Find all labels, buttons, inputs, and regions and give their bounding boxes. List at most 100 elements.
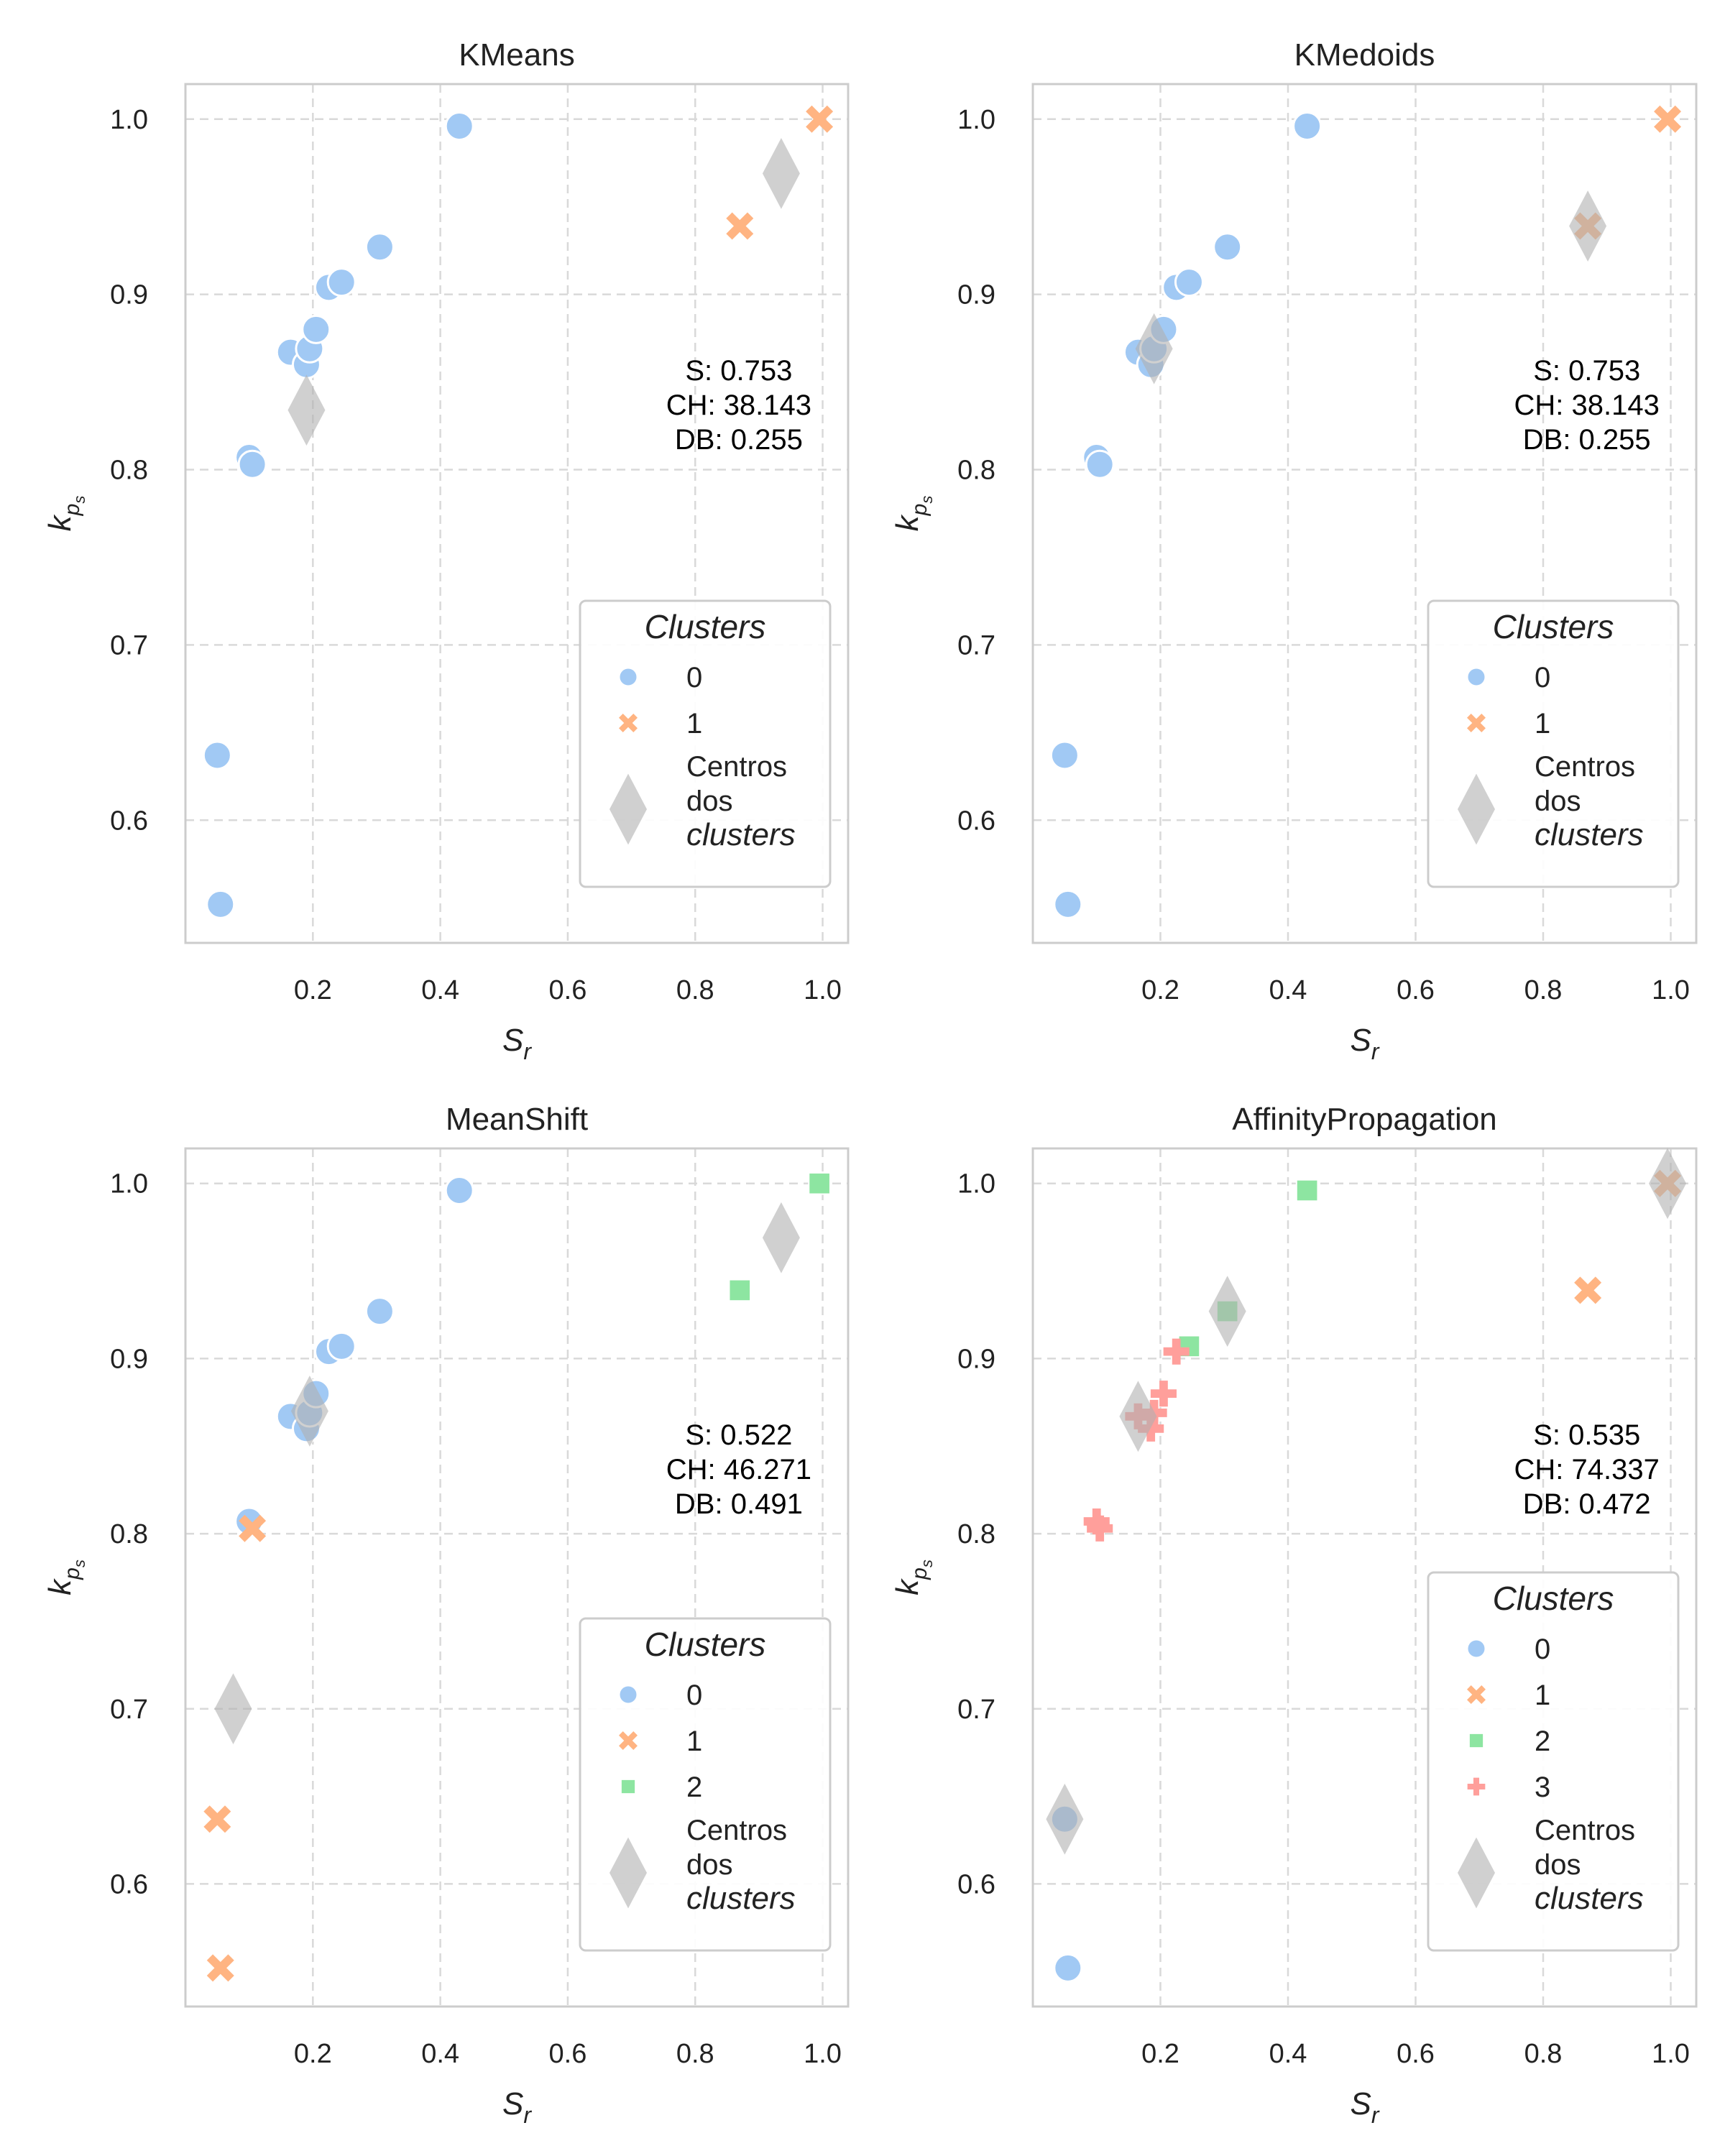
metric-text: S: 0.753 <box>1533 355 1640 387</box>
data-point-cluster-0 <box>1053 1953 1083 1983</box>
legend-label-centers: clusters <box>686 1881 796 1916</box>
data-point-cluster-1 <box>203 1805 231 1833</box>
plot-frame <box>1031 1147 1698 2008</box>
legend-marker-centers <box>610 1837 647 1909</box>
x-tick-label: 0.2 <box>294 975 332 1005</box>
x-tick-label: 0.8 <box>1524 975 1563 1005</box>
data-point-cluster-1 <box>1574 1276 1602 1304</box>
legend-label: 0 <box>686 662 702 694</box>
legend-label-centers: dos <box>686 786 733 817</box>
panel-title: MeanShift <box>446 1102 588 1137</box>
data-point-cluster-3 <box>1087 1515 1113 1542</box>
x-tick-label: 0.2 <box>294 2039 332 2069</box>
x-tick-label: 0.6 <box>1397 975 1435 1005</box>
legend-marker-centers <box>1458 1837 1495 1909</box>
legend-label-centers: dos <box>686 1849 733 1881</box>
legend-marker-1 <box>1467 714 1486 732</box>
x-axis-label: Sr <box>1350 2086 1379 2128</box>
x-axis-label: Sr <box>502 1023 532 1064</box>
legend-label: 0 <box>1535 1634 1550 1665</box>
y-tick-label: 0.9 <box>110 1344 148 1374</box>
data-point-cluster-0 <box>1053 889 1083 919</box>
legend-marker-centers <box>610 773 647 845</box>
x-tick-label: 0.2 <box>1141 2039 1179 2069</box>
data-point-cluster-2 <box>1295 1179 1319 1202</box>
legend-label: 1 <box>686 708 702 740</box>
legend-marker-1 <box>619 714 638 732</box>
x-tick-label: 0.8 <box>1524 2039 1563 2069</box>
panel-kmeans: KMeans 0.2 0.4 0.6 0.8 1.0 0.6 0.7 0.8 0.9 1.0 Sr kp… <box>42 37 850 1064</box>
cluster-center <box>1119 1381 1157 1452</box>
legend-label: 2 <box>1535 1726 1550 1757</box>
legend-marker-0 <box>617 1684 639 1705</box>
cluster-center <box>1046 1783 1084 1855</box>
data-point-cluster-0 <box>364 1296 395 1327</box>
data-point-cluster-0 <box>364 232 395 262</box>
x-tick-label: 0.8 <box>676 2039 714 2069</box>
metric-text: DB: 0.491 <box>675 1488 803 1520</box>
legend-marker-2 <box>620 1778 637 1795</box>
legend-label-centers: Centros <box>686 1815 787 1846</box>
cluster-center <box>1135 313 1173 384</box>
metric-text: DB: 0.255 <box>1523 424 1651 456</box>
x-tick-label: 1.0 <box>1652 2039 1690 2069</box>
panel-title: KMeans <box>459 37 574 73</box>
y-tick-label: 0.6 <box>110 806 148 836</box>
data-point-cluster-3 <box>1150 1381 1177 1407</box>
x-axis-label: Sr <box>502 2086 532 2128</box>
data-point-cluster-0 <box>202 740 232 770</box>
y-tick-label: 0.8 <box>110 1519 148 1549</box>
data-point-cluster-2 <box>808 1171 831 1195</box>
data-point-cluster-1 <box>206 1954 234 1982</box>
data-point-cluster-0 <box>444 1175 474 1205</box>
y-tick-label: 1.0 <box>110 1169 148 1199</box>
legend-label-centers: Centros <box>686 751 787 783</box>
cluster-center <box>1649 1148 1687 1220</box>
metric-text: S: 0.753 <box>685 355 792 387</box>
legend-marker-1 <box>619 1731 638 1750</box>
legend-label: 3 <box>1535 1772 1550 1803</box>
y-tick-label: 0.9 <box>957 1344 995 1374</box>
data-point-cluster-0 <box>1049 740 1080 770</box>
x-tick-label: 0.4 <box>421 2039 459 2069</box>
legend-marker-3 <box>1467 1777 1486 1796</box>
plot-frame <box>184 83 850 944</box>
legend-title: Clusters <box>1493 608 1614 645</box>
y-tick-label: 0.9 <box>110 280 148 310</box>
legend-label-centers: clusters <box>686 817 796 852</box>
x-tick-label: 0.6 <box>1397 2039 1435 2069</box>
data-point-cluster-1 <box>806 105 834 133</box>
legend-marker-centers <box>1458 773 1495 845</box>
x-axis-label: Sr <box>1350 1023 1379 1064</box>
y-tick-label: 0.7 <box>957 630 995 660</box>
y-axis-label: kps <box>890 1560 936 1595</box>
data-point-cluster-0 <box>1213 232 1243 262</box>
data-point-cluster-0 <box>1085 449 1115 479</box>
plot-frame <box>1031 83 1698 944</box>
legend-box <box>1427 1571 1680 1952</box>
cluster-center <box>1569 190 1607 262</box>
y-tick-label: 1.0 <box>110 105 148 135</box>
legend-marker-0 <box>1466 666 1487 688</box>
y-tick-label: 0.6 <box>957 806 995 836</box>
x-tick-label: 0.2 <box>1141 975 1179 1005</box>
legend-label-centers: Centros <box>1535 1815 1635 1846</box>
legend-label: 1 <box>686 1726 702 1757</box>
legend-label-centers: Centros <box>1535 751 1635 783</box>
data-point-cluster-0 <box>444 111 474 142</box>
y-tick-label: 0.6 <box>957 1869 995 1899</box>
y-axis-label: kps <box>42 496 88 532</box>
y-tick-label: 0.8 <box>957 456 995 486</box>
legend-marker-1 <box>1467 1685 1486 1704</box>
legend-title: Clusters <box>645 1626 766 1663</box>
x-tick-label: 0.4 <box>1269 975 1307 1005</box>
legend-label: 2 <box>686 1772 702 1803</box>
legend-label-centers: dos <box>1535 786 1581 817</box>
cluster-center <box>214 1673 252 1745</box>
data-point-cluster-0 <box>1292 111 1322 142</box>
panel-title: AffinityPropagation <box>1232 1102 1497 1137</box>
panel-kmedoids: KMedoids 0.2 0.4 0.6 0.8 1.0 0.6 0.7 0.8 0.9 1.0 Sr… <box>890 37 1698 1064</box>
x-tick-label: 0.4 <box>1269 2039 1307 2069</box>
